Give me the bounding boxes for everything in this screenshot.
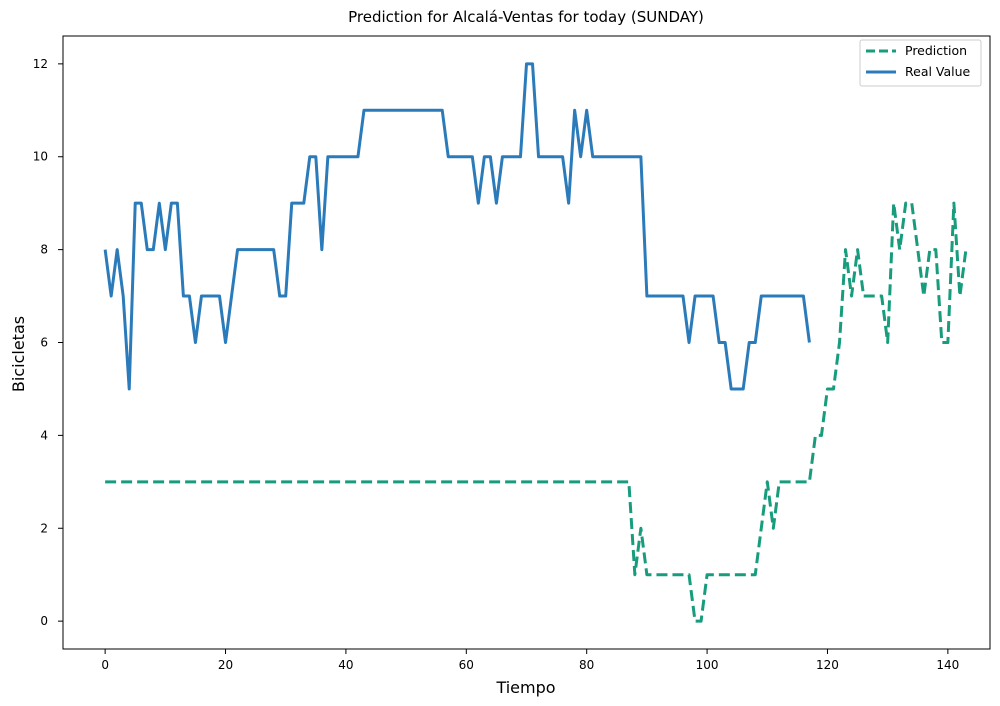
x-tick-label: 80 [579,658,594,672]
series-line-prediction [105,201,968,623]
y-tick-label: 8 [40,243,48,257]
y-tick-label: 0 [40,614,48,628]
y-tick-label: 10 [33,150,48,164]
legend-box [859,39,982,87]
x-tick-label: 140 [936,658,959,672]
legend: Prediction Real Value [859,39,982,87]
plot-area [103,62,968,623]
y-tick-label: 12 [33,57,48,71]
y-tick-label: 6 [40,336,48,350]
x-tick-label: 120 [816,658,839,672]
y-axis-label: Bicicletas [9,316,28,392]
series-line-real-value [103,62,811,391]
y-axis: 0 2 4 6 8 10 12 [33,57,63,628]
x-tick-label: 60 [459,658,474,672]
x-axis-label: Tiempo [495,678,555,697]
y-tick-label: 4 [40,428,48,442]
x-tick-label: 100 [696,658,719,672]
x-tick-label: 0 [101,658,109,672]
legend-label-real-value: Real Value [905,64,971,79]
chart-title: Prediction for Alcalá-Ventas for today (… [348,8,704,26]
y-tick-label: 2 [40,521,48,535]
legend-label-prediction: Prediction [905,43,967,58]
x-tick-label: 40 [338,658,353,672]
x-tick-label: 20 [218,658,233,672]
x-axis: 0 20 40 60 80 100 120 140 [101,649,959,672]
plot-frame [62,35,991,650]
